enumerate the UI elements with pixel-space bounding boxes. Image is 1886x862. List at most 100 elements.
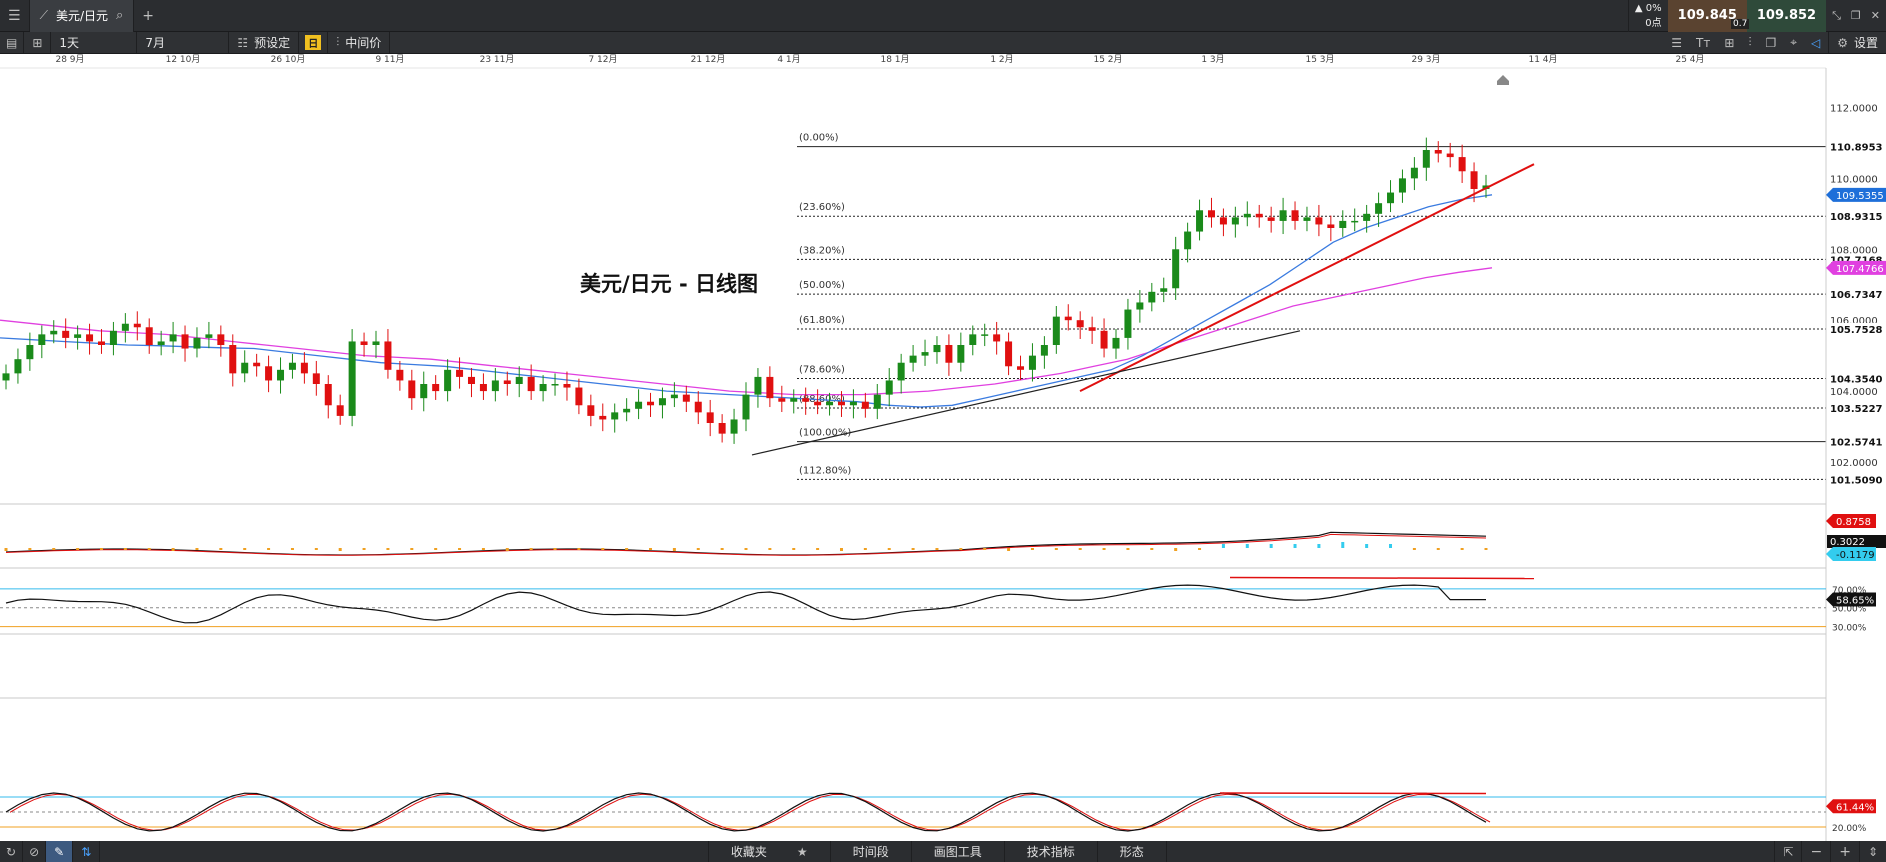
change-points: 0点 — [1645, 17, 1662, 29]
panel-toggle-button[interactable]: ▤ — [0, 32, 25, 53]
ask-price-button[interactable]: 109.852 — [1746, 0, 1827, 32]
macd-histogram-bar — [863, 548, 867, 550]
candle-body — [1398, 178, 1406, 193]
candle-body — [145, 327, 153, 345]
crosshair-grid-icon[interactable]: ⊞ — [1724, 35, 1735, 50]
fib-price-tag: 102.5741 — [1830, 438, 1883, 449]
favorites-label: 收藏夹 — [730, 845, 767, 859]
x-axis: 28 9月 12 10月 26 10月 9 11月 23 11月 7 12月 21 12月 4… — [0, 54, 1886, 85]
fit-button[interactable]: ⇕ — [1860, 841, 1886, 862]
export-button[interactable]: ⇱ — [1774, 841, 1803, 862]
menu-button[interactable]: ☰ — [0, 0, 30, 31]
macd-histogram-bar — [458, 548, 462, 550]
timeframe-button[interactable]: 时间段 — [829, 841, 911, 862]
layout-button[interactable]: ⊞ — [24, 32, 52, 53]
indicators-label: 技术指标 — [1026, 845, 1075, 859]
rsi-tag-bg — [1826, 592, 1876, 607]
candle-body — [742, 394, 750, 420]
fib-price-tag-bg — [1827, 288, 1877, 301]
macd-histogram-bar — [768, 548, 772, 550]
candle-body — [491, 380, 499, 392]
macd-histogram-bar — [123, 548, 127, 550]
daily-badge-button[interactable]: 日 — [299, 32, 329, 53]
candle-body — [694, 401, 702, 413]
favorites-button[interactable]: 收藏夹 ★ — [707, 841, 830, 862]
indicators-button[interactable]: 技术指标 — [1003, 841, 1097, 862]
star-icon[interactable]: ★ — [796, 844, 808, 859]
candle-body — [981, 334, 989, 336]
lines-icon[interactable]: ☰ — [1671, 35, 1683, 50]
macd-histogram-bar — [1198, 548, 1202, 550]
candle-body — [348, 341, 356, 416]
candle-body — [1076, 320, 1084, 328]
restore-icon[interactable]: ❐ — [1850, 9, 1861, 22]
cancel-button[interactable]: ⊘ — [23, 841, 47, 862]
candle-body — [754, 376, 762, 395]
candle-body — [1363, 213, 1371, 221]
search-icon[interactable]: ⌕ — [116, 8, 124, 23]
macd-histogram-bar — [99, 548, 103, 550]
candle-body — [193, 337, 201, 349]
add-tab-button[interactable]: + — [134, 0, 162, 31]
period-label: 7月 — [145, 36, 166, 50]
y-tick-label: 104.0000 — [1830, 387, 1878, 398]
minus-icon: − — [1810, 843, 1823, 860]
export-icon: ⇱ — [1783, 844, 1794, 859]
settings-button[interactable]: ⚙ 设置 — [1828, 32, 1886, 53]
timeframe-label: 1天 — [59, 36, 80, 50]
macd-histogram-bar — [481, 548, 485, 550]
draw-button[interactable]: ✎ — [46, 841, 74, 862]
macd-histogram-bar — [219, 548, 223, 550]
candle-body — [1088, 327, 1096, 331]
crosshair-icon[interactable]: ⌖ — [1790, 35, 1797, 49]
x-tick-label: 25 4月 — [1675, 54, 1704, 65]
candle-body — [1410, 167, 1418, 179]
candle-body — [575, 387, 583, 406]
x-tick-label: 12 10月 — [166, 54, 201, 65]
candle-body — [265, 366, 273, 381]
fib-price-tag-bg — [1827, 140, 1877, 153]
x-tick-label: 28 9月 — [55, 54, 84, 65]
preset-button[interactable]: ☷ 预设定 — [229, 32, 300, 53]
macd-signal-line — [5, 533, 1487, 556]
candle-body — [1196, 210, 1204, 232]
candle-body — [909, 355, 917, 363]
price-tag-bg — [1826, 260, 1886, 275]
candle-body — [26, 345, 34, 360]
macd-histogram-bar — [959, 548, 963, 550]
instrument-tab[interactable]: ⟋ 美元/日元 ⌕ — [29, 0, 135, 32]
macd-histogram-bar — [625, 548, 629, 550]
macd-histogram-bar — [577, 548, 581, 550]
magnet-button[interactable]: ⇅ — [73, 841, 101, 862]
patterns-button[interactable]: 形态 — [1096, 841, 1167, 862]
macd-histogram-bar — [1460, 548, 1464, 550]
windows-icon[interactable]: ❐ — [1765, 35, 1777, 50]
close-icon[interactable]: ✕ — [1870, 9, 1880, 22]
change-info: ▲ 0% 0点 — [1627, 0, 1668, 32]
zoom-out-button[interactable]: − — [1802, 841, 1832, 862]
period-select[interactable]: 7月 — [137, 32, 230, 53]
candle-body — [109, 330, 117, 345]
tag-icon[interactable]: ◁ — [1810, 35, 1821, 50]
macd-histogram-bar — [4, 548, 8, 551]
spread-value: 0.7 — [1731, 19, 1750, 29]
text-size-icon[interactable]: Tт — [1696, 35, 1711, 50]
zoom-in-button[interactable]: + — [1831, 841, 1860, 862]
candle-body — [587, 405, 595, 416]
price-tag-label: 109.5355 — [1836, 191, 1884, 202]
candle-body — [1028, 355, 1036, 370]
refresh-button[interactable]: ↻ — [0, 841, 24, 862]
bid-price-button[interactable]: 109.845 — [1667, 0, 1747, 32]
candle-body — [1100, 330, 1108, 349]
price-tag-bg — [1826, 187, 1886, 202]
timeframe-select[interactable]: 1天 — [51, 32, 138, 53]
candle-body — [515, 376, 523, 384]
candle-body — [181, 334, 189, 349]
collapse-icon[interactable]: ⤡ — [1832, 8, 1841, 22]
price-chart[interactable]: 28 9月 12 10月 26 10月 9 11月 23 11月 7 12月 21 12月 4… — [0, 54, 1886, 841]
candlestick-type-icon[interactable]: ⫶ — [1748, 35, 1752, 49]
price-mode-button[interactable]: ⫶ 中间价 — [328, 32, 391, 53]
drawing-tools-button[interactable]: 画图工具 — [910, 841, 1004, 862]
candle-body — [647, 401, 655, 406]
y-tick-label: 106.0000 — [1830, 316, 1878, 327]
